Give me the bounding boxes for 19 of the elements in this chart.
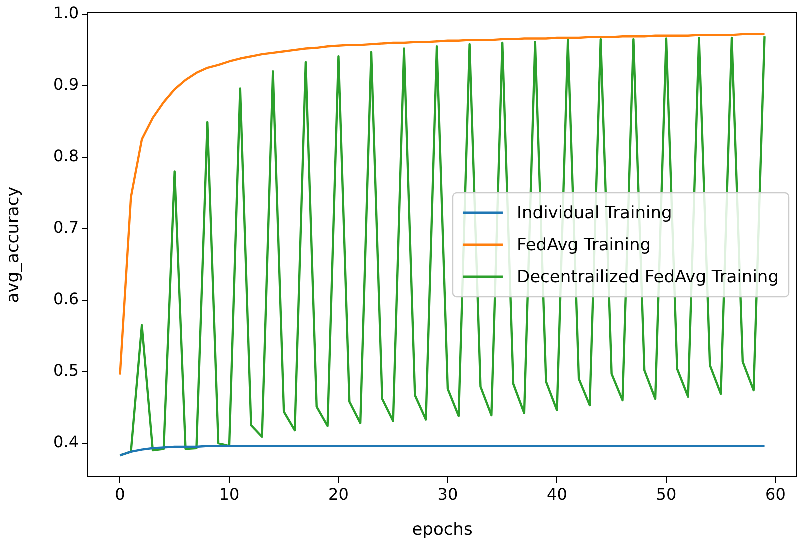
y-tick-label: 0.4: [54, 432, 79, 452]
x-axis-title: epochs: [412, 520, 473, 540]
x-tick-label: 30: [438, 484, 458, 504]
x-tick-label: 0: [115, 484, 126, 504]
y-axis-title: avg_accuracy: [4, 186, 24, 304]
x-tick-label: 50: [656, 484, 677, 504]
x-tick-label: 20: [328, 484, 349, 504]
x-tick-label: 10: [219, 484, 240, 504]
y-tick-label: 0.7: [54, 218, 79, 238]
y-tick-label: 0.6: [54, 290, 79, 309]
y-tick-label: 0.8: [54, 146, 79, 166]
y-tick-label: 0.5: [54, 361, 79, 380]
legend-label: Decentrailized FedAvg Training: [516, 267, 779, 288]
legend-label: FedAvg Training: [516, 235, 652, 256]
x-tick-label: 40: [547, 484, 568, 504]
x-tick-label: 60: [766, 484, 786, 504]
y-tick-label: 0.9: [54, 75, 79, 94]
y-tick-label: 1.0: [54, 4, 79, 23]
legend-label: Individual Training: [516, 203, 672, 224]
